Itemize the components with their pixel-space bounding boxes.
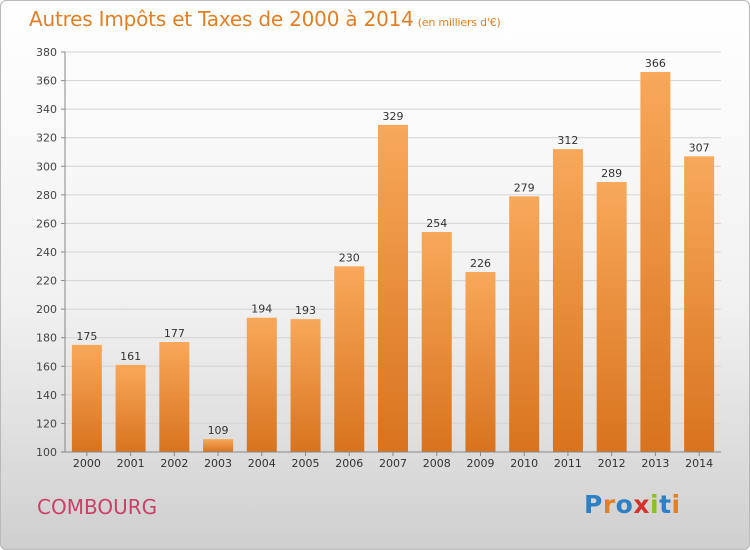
logo-letter: r bbox=[602, 490, 616, 519]
bar-2013 bbox=[640, 72, 671, 452]
logo-letter: i bbox=[671, 490, 681, 519]
value-labels: 175 161 177 109 194 193 230 329 254 226 279 312 289 3… bbox=[76, 57, 709, 437]
value-label-2001: 161 bbox=[120, 350, 141, 363]
y-tick-label: 180 bbox=[36, 332, 57, 345]
x-tick-label-2012: 2012 bbox=[598, 457, 626, 470]
y-tick-label: 100 bbox=[36, 446, 57, 459]
x-tick-label-2005: 2005 bbox=[292, 457, 320, 470]
bar-2014 bbox=[684, 156, 715, 453]
value-label-2004: 194 bbox=[251, 303, 272, 316]
city-name: COMBOURG bbox=[37, 495, 158, 519]
value-label-2003: 109 bbox=[208, 424, 229, 437]
x-tick-label-2009: 2009 bbox=[466, 457, 494, 470]
value-label-2008: 254 bbox=[426, 217, 447, 230]
chart-title: Autres Impôts et Taxes de 2000 à 2014 (en… bbox=[29, 7, 501, 31]
value-label-2007: 329 bbox=[383, 110, 404, 123]
bar-2011 bbox=[552, 149, 583, 452]
proxiti-logo: Proxiti bbox=[584, 490, 681, 519]
bar-2010 bbox=[509, 196, 540, 452]
value-label-2002: 177 bbox=[164, 327, 185, 340]
logo-letter: o bbox=[615, 490, 634, 519]
y-tick-label: 280 bbox=[36, 189, 57, 202]
logo-letter: t bbox=[659, 490, 672, 519]
y-tick-label: 340 bbox=[36, 103, 57, 116]
value-label-2010: 279 bbox=[514, 181, 535, 194]
x-tick-label-2008: 2008 bbox=[423, 457, 451, 470]
y-tick-label: 260 bbox=[36, 217, 57, 230]
x-tick-label-2011: 2011 bbox=[554, 457, 582, 470]
x-tick-label-2004: 2004 bbox=[248, 457, 276, 470]
x-tick-label-2014: 2014 bbox=[685, 457, 713, 470]
x-tick-label-2001: 2001 bbox=[117, 457, 145, 470]
value-label-2014: 307 bbox=[689, 141, 710, 154]
bar-2004 bbox=[246, 317, 277, 452]
value-label-2000: 175 bbox=[76, 330, 97, 343]
value-label-2011: 312 bbox=[557, 134, 578, 147]
x-tick-label-2007: 2007 bbox=[379, 457, 407, 470]
logo-letter: i bbox=[650, 490, 660, 519]
axes bbox=[64, 52, 721, 453]
bar-2006 bbox=[334, 266, 365, 452]
y-tick-label: 300 bbox=[36, 160, 57, 173]
x-axis-ticks: 2000 2001 2002 2003 2004 2005 2006 2007 2008 2009… bbox=[73, 452, 713, 470]
logo-letter: P bbox=[584, 490, 603, 519]
value-label-2005: 193 bbox=[295, 304, 316, 317]
bar-2001 bbox=[115, 364, 146, 452]
chart-title-unit: (en milliers d'€) bbox=[417, 16, 501, 29]
y-tick-label: 240 bbox=[36, 246, 57, 259]
bars bbox=[71, 72, 715, 453]
value-label-2013: 366 bbox=[645, 57, 666, 70]
bar-2012 bbox=[596, 182, 627, 452]
x-tick-label-2006: 2006 bbox=[335, 457, 363, 470]
y-tick-label: 140 bbox=[36, 389, 57, 402]
logo-letter: x bbox=[633, 490, 650, 519]
x-tick-label-2010: 2010 bbox=[510, 457, 538, 470]
bar-2007 bbox=[378, 124, 408, 452]
chart-title-main: Autres Impôts et Taxes de 2000 à 2014 bbox=[29, 7, 414, 31]
y-axis-ticks: 100 120 140 160 180 200 220 240 260 280 300 320 340 3… bbox=[36, 46, 65, 459]
y-tick-label: 200 bbox=[36, 303, 57, 316]
x-tick-label-2013: 2013 bbox=[641, 457, 669, 470]
value-label-2012: 289 bbox=[601, 167, 622, 180]
bar-2000 bbox=[71, 344, 102, 452]
bar-2005 bbox=[290, 319, 321, 452]
bar-2003 bbox=[203, 439, 234, 452]
y-tick-label: 220 bbox=[36, 275, 57, 288]
bar-2008 bbox=[421, 232, 452, 452]
bar-2009 bbox=[465, 272, 496, 452]
y-tick-label: 380 bbox=[36, 46, 57, 59]
bar-2002 bbox=[159, 342, 190, 452]
value-label-2009: 226 bbox=[470, 257, 491, 270]
value-label-2006: 230 bbox=[339, 251, 360, 264]
y-tick-label: 120 bbox=[36, 417, 57, 430]
x-tick-label-2000: 2000 bbox=[73, 457, 101, 470]
y-tick-label: 160 bbox=[36, 360, 57, 373]
y-tick-label: 320 bbox=[36, 132, 57, 145]
y-tick-label: 360 bbox=[36, 75, 57, 88]
x-tick-label-2003: 2003 bbox=[204, 457, 232, 470]
x-tick-label-2002: 2002 bbox=[160, 457, 188, 470]
